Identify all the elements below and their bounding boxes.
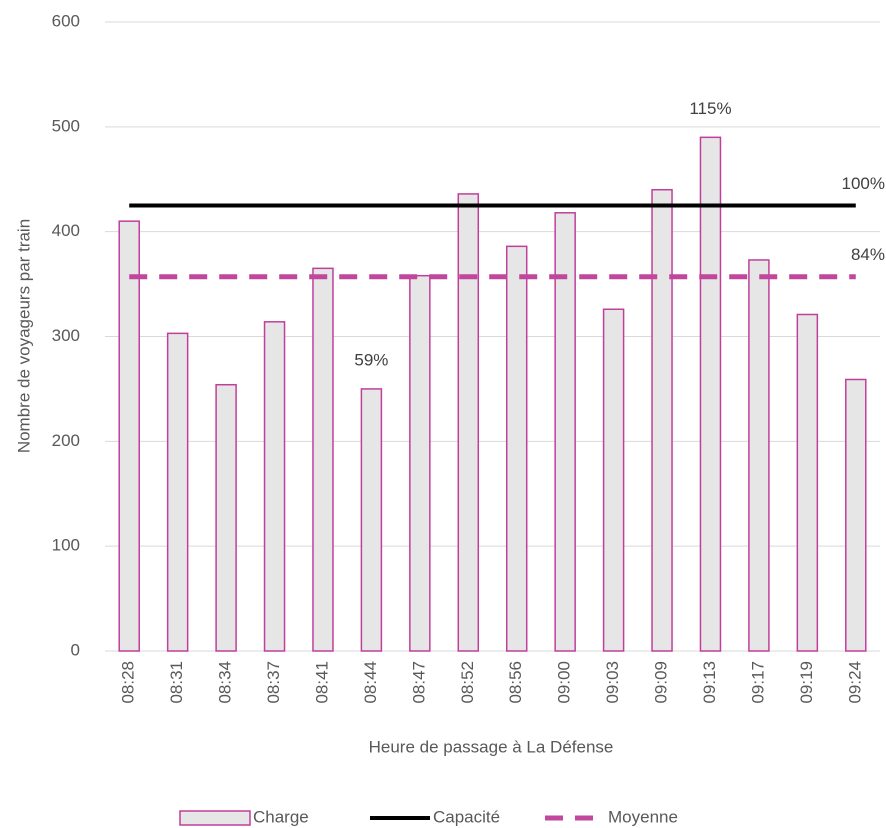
x-tick-label: 08:44 xyxy=(361,661,380,704)
x-tick-label: 08:56 xyxy=(506,661,525,704)
x-axis-title: Heure de passage à La Défense xyxy=(369,737,614,756)
x-tick-label: 08:52 xyxy=(458,661,477,704)
x-tick-label: 09:00 xyxy=(555,661,574,704)
y-tick-label: 100 xyxy=(52,536,80,555)
bar xyxy=(360,388,383,652)
y-tick-label: 200 xyxy=(52,431,80,450)
bar xyxy=(118,220,140,652)
x-tick-label: 09:19 xyxy=(797,661,816,704)
data-label: 100% xyxy=(842,174,885,193)
x-tick-label: 09:13 xyxy=(700,661,719,704)
bar xyxy=(845,378,867,652)
x-tick-label: 09:09 xyxy=(652,661,671,704)
x-tick-label: 09:03 xyxy=(603,661,622,704)
y-axis-title: Nombre de voyageurs par train xyxy=(14,219,33,453)
bar xyxy=(312,267,334,652)
y-tick-label: 500 xyxy=(52,116,80,135)
x-tick-label: 08:28 xyxy=(119,661,138,704)
bar xyxy=(554,212,576,652)
bar xyxy=(796,313,819,652)
bar xyxy=(699,136,722,652)
bar xyxy=(602,308,625,652)
bar xyxy=(748,259,770,652)
bar xyxy=(215,383,237,652)
legend-label: Moyenne xyxy=(608,807,678,826)
bar xyxy=(651,188,673,652)
y-tick-label: 300 xyxy=(52,326,80,345)
x-tick-label: 08:31 xyxy=(167,661,186,704)
legend-label: Charge xyxy=(253,807,309,826)
y-tick-label: 400 xyxy=(52,221,80,240)
y-tick-label: 0 xyxy=(71,640,80,659)
x-tick-label: 09:17 xyxy=(748,661,767,704)
data-label: 84% xyxy=(851,245,885,264)
x-tick-label: 08:37 xyxy=(264,661,283,704)
x-tick-label: 08:41 xyxy=(312,661,331,704)
data-label: 115% xyxy=(689,99,731,118)
bar xyxy=(409,274,431,652)
bar xyxy=(505,245,528,652)
data-label: 59% xyxy=(354,350,388,369)
legend-label: Capacité xyxy=(433,807,500,826)
x-tick-label: 09:24 xyxy=(845,661,864,704)
y-tick-label: 600 xyxy=(52,11,80,30)
bar xyxy=(457,193,480,652)
x-tick-label: 08:47 xyxy=(409,661,428,704)
bar xyxy=(263,321,286,652)
x-tick-label: 08:34 xyxy=(216,661,235,704)
bar xyxy=(166,332,189,652)
legend-swatch xyxy=(179,810,251,826)
